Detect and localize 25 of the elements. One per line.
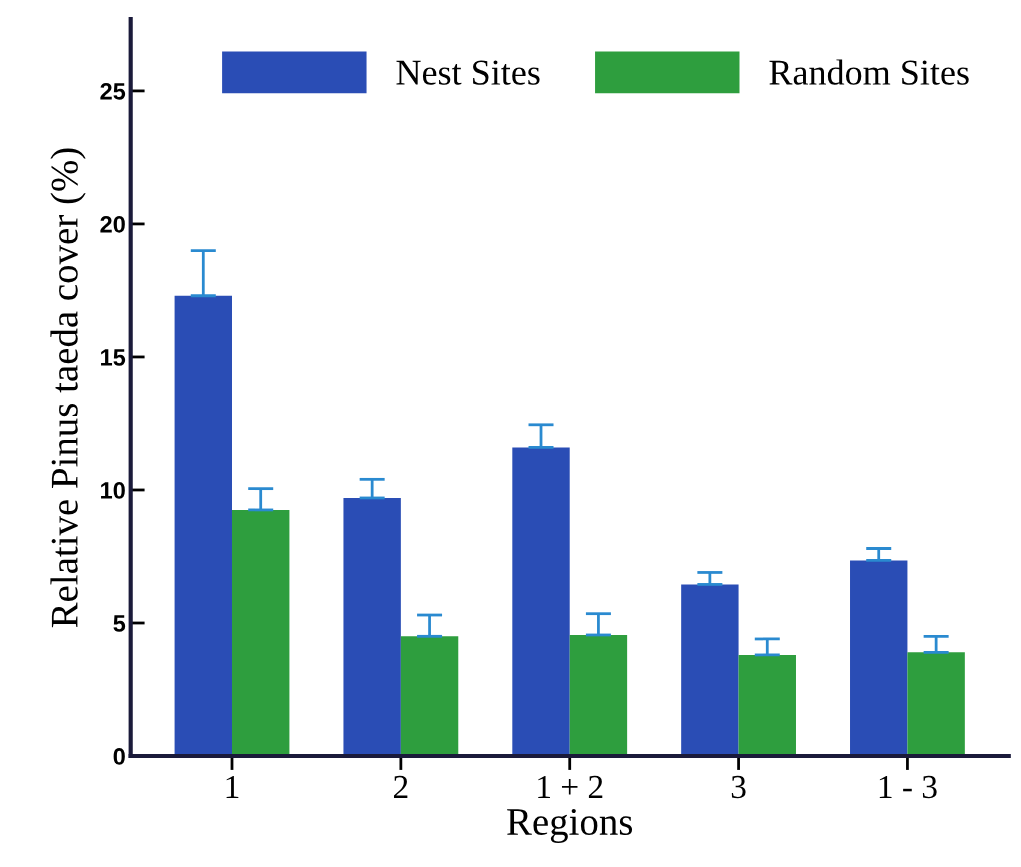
y-tick-label: 15	[101, 349, 126, 366]
legend-label: Random Sites	[769, 59, 969, 85]
bar	[569, 634, 628, 757]
y-tick-label: 5	[113, 615, 126, 632]
y-axis-title: Relative Pinus taeda cover (%)	[50, 148, 86, 628]
bar	[850, 560, 908, 757]
bar	[343, 497, 401, 757]
x-tick-label: 1	[226, 775, 239, 798]
x-tick-label: 2	[393, 775, 408, 798]
bar	[400, 636, 459, 757]
y-tick-label: 10	[101, 482, 125, 499]
bar	[174, 295, 232, 757]
y-tick-label: 25	[100, 82, 126, 100]
bar	[681, 584, 739, 757]
legend-label: Nest Sites	[396, 60, 540, 85]
x-tick-label: 1 - 3	[879, 775, 937, 799]
y-tick-label: 0	[113, 748, 125, 765]
x-axis-title: Regions	[507, 808, 633, 844]
bar	[232, 509, 290, 757]
bar	[907, 652, 965, 757]
x-tick-label: 3	[731, 775, 746, 799]
bar	[738, 654, 796, 757]
y-tick-label: 20	[100, 216, 125, 233]
x-tick-label: 1 + 2	[538, 775, 603, 798]
bar	[512, 447, 570, 757]
